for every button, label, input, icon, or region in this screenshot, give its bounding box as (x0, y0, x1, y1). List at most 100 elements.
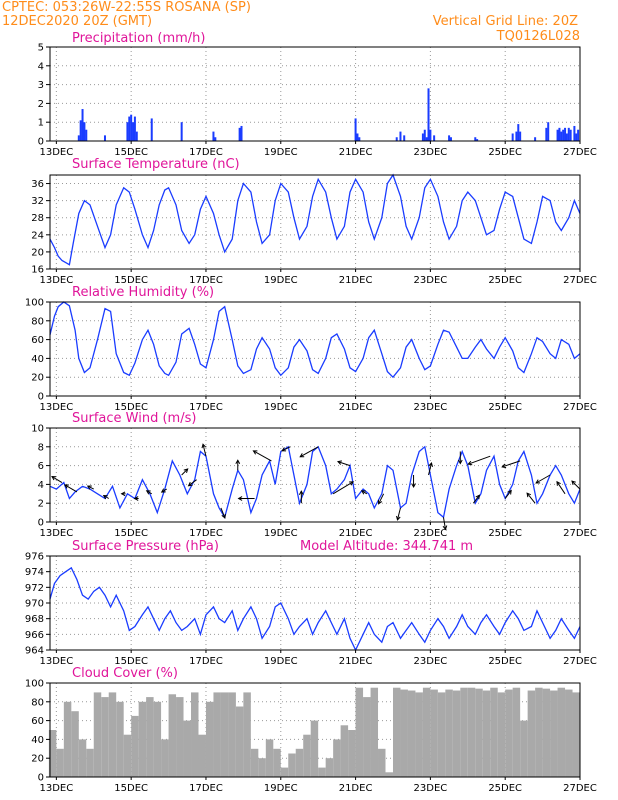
precip-bar (534, 137, 537, 141)
header-location: CPTEC: 053:26W-22:55S ROSANA (SP) (2, 0, 251, 15)
x-tick-label: 13DEC (39, 528, 73, 539)
y-tick-label: 976 (25, 552, 44, 563)
precip-bar (560, 131, 563, 141)
cloud-bar (445, 689, 453, 777)
x-tick-label: 27DEC (563, 528, 597, 539)
cloud-bar (520, 720, 528, 777)
wind-arrowhead (102, 494, 108, 500)
y-tick-label: 974 (25, 567, 44, 578)
series-line (49, 301, 581, 379)
x-tick-label: 15DEC (114, 275, 148, 286)
x-tick-label: 21DEC (339, 275, 373, 286)
y-tick-label: 20 (31, 247, 44, 258)
y-tick-label: 80 (31, 316, 44, 327)
wind-arrow (188, 479, 197, 487)
wind-arrow (181, 468, 189, 476)
x-tick-label: 13DEC (39, 783, 73, 794)
x-tick-label: 17DEC (189, 783, 223, 794)
precip-bar (85, 129, 88, 141)
wind-arrowhead (349, 481, 354, 486)
panel-2: Relative Humidity (%) 0 20 40 60 80 100 13DEC 15… (25, 285, 597, 413)
cloud-bar (505, 689, 513, 777)
x-tick-label: 25DEC (488, 402, 522, 413)
wind-arrow (428, 462, 433, 476)
precip-bar (214, 137, 217, 141)
precip-bar (240, 125, 243, 141)
cloud-bar (273, 748, 281, 777)
precip-bar (517, 124, 520, 141)
panel-frame (49, 46, 581, 142)
precip-bar (474, 137, 477, 141)
precip-bar (545, 127, 548, 141)
x-tick-label: 17DEC (189, 528, 223, 539)
panel-title: Relative Humidity (%) (72, 285, 214, 300)
y-tick-label: 1 (38, 118, 44, 129)
cloud-bar (310, 720, 319, 777)
x-tick-label: 23DEC (414, 528, 448, 539)
header-grid-line: Vertical Grid Line: 20Z (433, 14, 578, 29)
y-tick-label: 40 (31, 735, 44, 746)
x-tick-label: 27DEC (563, 402, 597, 413)
y-tick-label: 36 (31, 179, 44, 190)
panel-title: Surface Temperature (nC) (72, 157, 240, 172)
cloud-bar (183, 720, 192, 777)
wind-arrowhead (396, 515, 401, 521)
wind-arrowhead (252, 450, 258, 455)
wind-arrow (473, 494, 480, 504)
x-tick-label: 15DEC (114, 783, 148, 794)
precip-bar (449, 137, 452, 141)
wind-arrowhead (378, 499, 383, 505)
x-tick-label: 19DEC (264, 783, 298, 794)
x-tick-label: 15DEC (114, 147, 148, 158)
cloud-bar (168, 694, 177, 777)
cloud-bar (490, 687, 498, 777)
y-tick-label: 16 (31, 265, 44, 276)
y-tick-label: 28 (31, 213, 44, 224)
precip-bar (79, 120, 82, 141)
cloud-bar (325, 758, 334, 777)
x-tick-label: 23DEC (414, 656, 448, 667)
x-tick-label: 27DEC (563, 147, 597, 158)
x-tick-label: 27DEC (563, 656, 597, 667)
wind-arrowhead (298, 490, 304, 495)
cloud-bar (340, 725, 349, 777)
cloud-bar (370, 687, 379, 777)
cloud-bar (56, 748, 64, 777)
wind-arrow (571, 480, 581, 490)
wind-arrow (337, 461, 351, 467)
wind-arrow (501, 460, 521, 468)
panel-frame (49, 174, 581, 270)
y-tick-label: 8 (38, 442, 44, 453)
precip-bar (565, 133, 568, 141)
panel-title: Cloud Cover (%) (72, 666, 178, 681)
series-line (49, 445, 581, 519)
precip-bar (515, 131, 518, 141)
cloud-bar (243, 692, 251, 777)
cloud-bar (295, 748, 304, 777)
cloud-bar (318, 767, 326, 777)
cloud-bar (348, 730, 356, 777)
cloud-bar (422, 687, 431, 777)
cloud-bar (497, 692, 506, 777)
wind-arrowhead (475, 494, 481, 500)
x-tick-label: 21DEC (339, 147, 373, 158)
precip-bar (238, 127, 241, 141)
precip-bar (448, 135, 451, 141)
precip-bar (77, 135, 80, 141)
precip-bar (476, 139, 479, 141)
panel-title: Surface Wind (m/s) (72, 411, 196, 426)
wind-arrowhead (526, 492, 531, 498)
wind-arrow (396, 507, 401, 521)
wind-arrowhead (201, 443, 207, 449)
wind-arrowhead (442, 525, 448, 531)
precip-bar (547, 122, 550, 141)
cloud-bar (101, 697, 109, 777)
x-tick-label: 19DEC (264, 402, 298, 413)
x-tick-label: 17DEC (189, 147, 223, 158)
cloud-bar (482, 690, 491, 777)
cloud-bar (235, 706, 244, 777)
x-tick-label: 15DEC (114, 656, 148, 667)
y-tick-label: 964 (25, 646, 44, 657)
precip-bar (433, 135, 436, 141)
